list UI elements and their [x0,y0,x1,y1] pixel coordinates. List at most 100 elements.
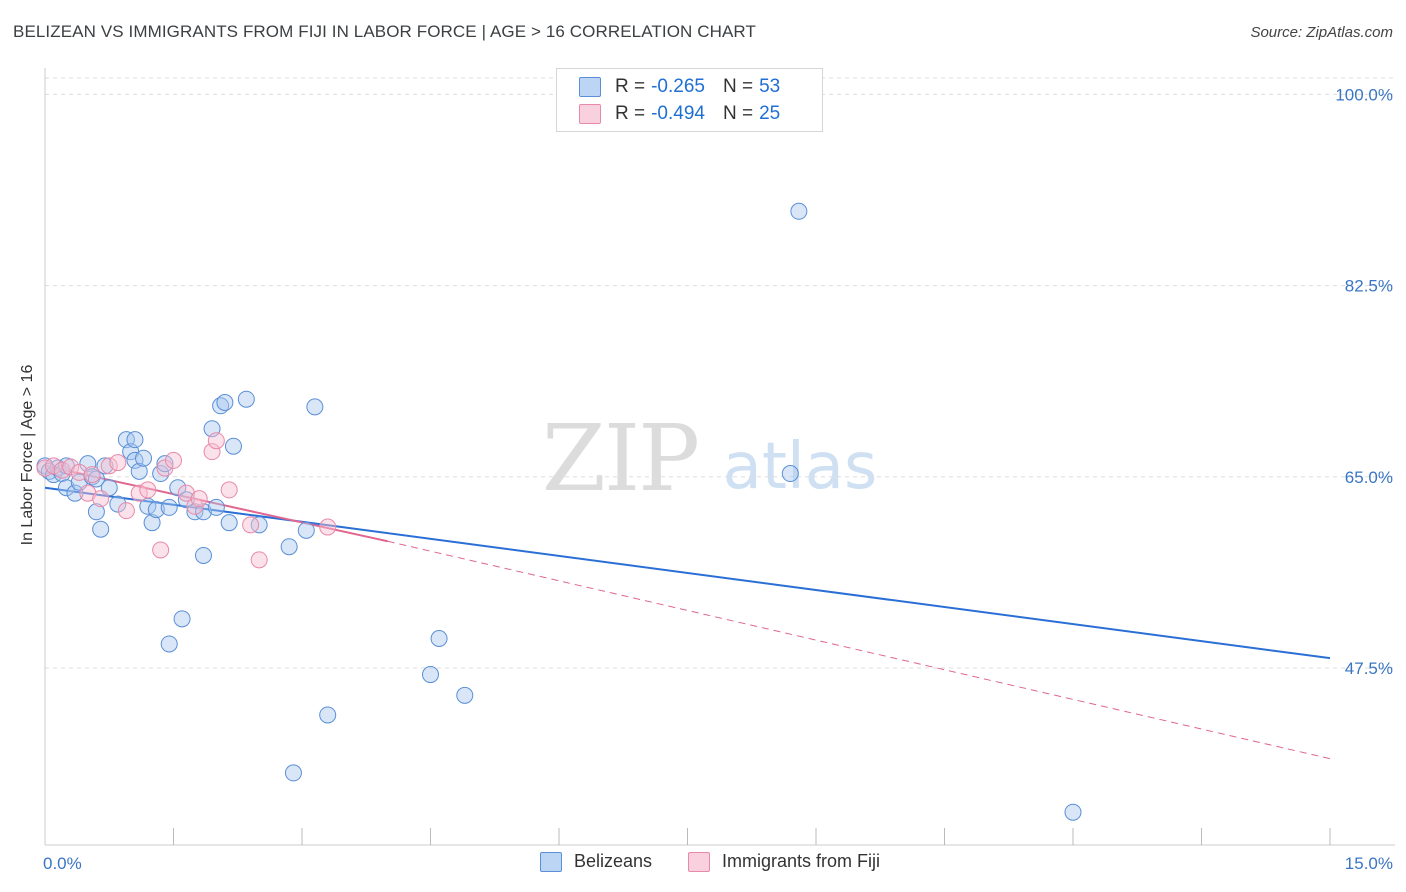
belizean-point [284,764,302,782]
fiji-point [92,490,110,508]
legend-swatch-fiji [688,851,710,872]
legend-swatch-belizeans [540,851,562,872]
belizean-point [130,462,148,480]
y-tick-label: 65.0% [1345,468,1393,487]
source-label: Source: ZipAtlas.com [1250,24,1393,41]
belizean-point [220,514,238,532]
belizean-point [173,610,191,628]
belizean-point [156,455,174,473]
correlation-legend: R = -0.265 N = 53 R = -0.494 N = 25 [556,68,823,132]
fiji-point [83,466,101,484]
belizean-point [207,498,225,516]
bottom-legend-fiji[interactable]: Immigrants from Fiji [688,851,880,872]
fiji-point [177,484,195,502]
trend-lines [44,464,1331,760]
belizean-point [109,495,127,513]
belizean-point [456,686,474,704]
belizean-point [194,503,212,521]
bottom-legend-belizeans[interactable]: Belizeans [540,851,652,872]
fiji-point [62,458,80,476]
belizean-point [194,546,212,564]
belizean-point [186,503,204,521]
belizean-point [1064,803,1082,821]
legend-row-fiji: R = -0.494 N = 25 [579,102,780,126]
legend-r-value: -0.494 [651,103,705,124]
fiji-point [100,457,118,475]
belizean-point [126,431,144,449]
belizean-point [96,457,114,475]
belizean-point [280,538,298,556]
belizean-point [160,498,178,516]
watermark-atlas: atlas [723,430,878,504]
fiji-point [109,454,127,472]
fiji-trend-line-extrapolated [387,540,1331,760]
fiji-point [117,502,135,520]
legend-row-belizeans: R = -0.265 N = 53 [579,75,780,99]
fiji-point [207,432,225,450]
fiji-point [203,443,221,461]
belizean-point [92,520,110,538]
belizean-point [297,521,315,539]
y-tick-label: 100.0% [1335,85,1393,104]
fiji-point [53,461,71,479]
belizean-point [790,202,808,220]
belizean-point [781,465,799,483]
fiji-point [220,481,238,499]
belizean-point [135,449,153,467]
belizean-point [160,635,178,653]
fiji-point [165,451,182,469]
tick-labels: 47.5% 65.0% 82.5% 100.0% 0.0% 15.0% [43,85,1393,873]
legend-label-fiji: Immigrants from Fiji [722,851,881,871]
belizean-point [177,491,195,509]
fiji-point [79,484,97,502]
belizean-point [319,706,337,724]
belizean-point [250,516,268,534]
fiji-point [250,551,268,569]
grid [45,77,1395,669]
fiji-trend-line [44,464,388,543]
legend-r-label: R = [615,103,646,124]
belizean-point [216,394,234,411]
belizean-point [147,501,165,519]
fiji-point [45,457,63,475]
data-points [36,202,1082,821]
legend-n-label: N = [722,103,754,124]
belizean-point [224,437,242,455]
legend-swatch-fiji [579,104,601,124]
legend-n-value: 53 [759,76,781,97]
fiji-point [152,541,170,559]
legend-label-belizeans: Belizeans [574,851,653,871]
fiji-point [242,516,260,534]
belizean-point [430,630,448,647]
legend-swatch-belizeans [579,77,601,97]
legend-n-value: 25 [759,103,781,124]
fiji-point [70,463,88,481]
fiji-point [139,481,157,499]
belizean-point [79,455,97,473]
belizean-point [87,503,105,521]
y-tick-label: 82.5% [1345,277,1393,296]
y-tick-label: 47.5% [1345,659,1393,678]
fiji-point [186,497,204,515]
belizean-point [169,479,187,497]
legend-r-value: -0.265 [651,76,705,97]
fiji-point [319,518,337,536]
belizean-point [57,479,75,497]
belizeans-trend-line [44,486,1331,660]
x-tick-label: 15.0% [1345,854,1393,873]
legend-n-label: N = [722,76,754,97]
watermark-zip: ZIP [542,405,698,512]
belizean-point [66,484,84,502]
legend-r-label: R = [615,76,646,97]
axes [44,68,1395,846]
belizean-point [422,666,439,684]
belizean-point [143,514,161,532]
belizean-point [306,398,324,416]
fiji-point [190,490,208,508]
belizean-point [237,390,255,408]
chart-title: BELIZEAN VS IMMIGRANTS FROM FIJI IN LABO… [13,22,756,41]
y-axis-label: In Labor Force | Age > 16 [19,364,36,546]
x-tick-label: 0.0% [43,854,82,873]
fiji-point [130,484,148,502]
